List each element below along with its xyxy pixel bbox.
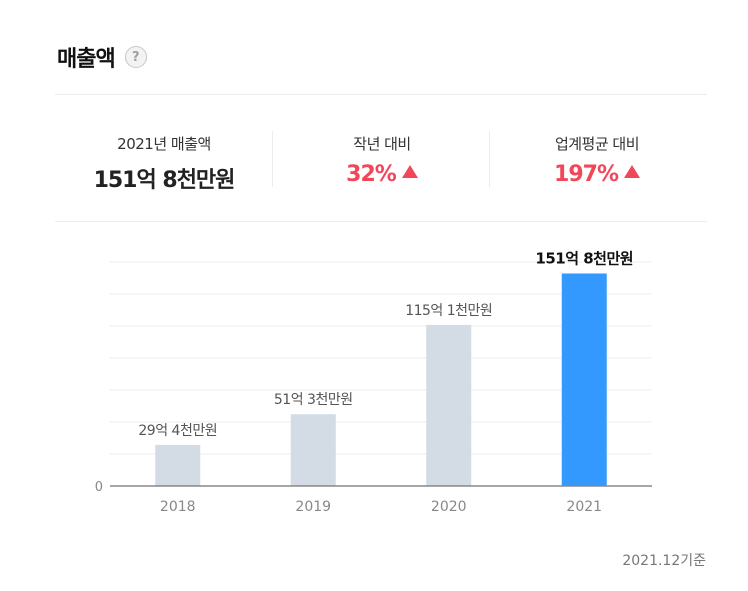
data-label-2020: 115억 1천만원 (405, 303, 492, 319)
x-tick-label-2020: 2020 (431, 499, 467, 515)
stat-yoy-value: 32% (346, 162, 397, 187)
up-arrow-icon (401, 165, 418, 178)
x-tick-label-2021: 2021 (566, 499, 602, 515)
stat-separator-2 (489, 131, 490, 187)
x-tick-label-2018: 2018 (160, 499, 196, 515)
data-label-2019: 51억 3천만원 (274, 392, 353, 408)
stat-industry-label: 업계평균 대비 (554, 135, 640, 153)
stat-yoy: 작년 대비 32% (282, 133, 482, 187)
stat-industry-value: 197% (554, 162, 619, 187)
stat-revenue: 2021년 매출액 151억 8천만원 (64, 133, 264, 194)
bar-2018 (155, 444, 201, 486)
stat-yoy-value-wrap: 32% (282, 162, 482, 187)
bar-2021 (561, 273, 607, 486)
data-label-2018: 29억 4천만원 (138, 423, 217, 439)
section-title-text: 매출액 (57, 47, 116, 72)
basis-date: 2021.12기준 (622, 553, 706, 569)
divider-bottom (55, 221, 707, 222)
divider-top (55, 94, 707, 95)
section-title: 매출액 ? (57, 41, 147, 73)
up-arrow-icon (623, 165, 640, 178)
stat-revenue-label: 2021년 매출액 (117, 135, 211, 153)
stat-industry: 업계평균 대비 197% (497, 133, 697, 187)
stat-separator-1 (272, 131, 273, 187)
y-tick-label: 0 (95, 480, 103, 495)
stat-revenue-value: 151억 8천만원 (93, 168, 236, 193)
data-label-2021: 151억 8천만원 (535, 249, 633, 267)
stat-industry-value-wrap: 197% (497, 162, 697, 187)
stat-yoy-label: 작년 대비 (353, 135, 411, 153)
bar-2020 (426, 324, 472, 486)
x-tick-label-2019: 2019 (295, 499, 331, 515)
help-icon[interactable]: ? (124, 46, 147, 68)
bar-2019 (290, 414, 336, 486)
